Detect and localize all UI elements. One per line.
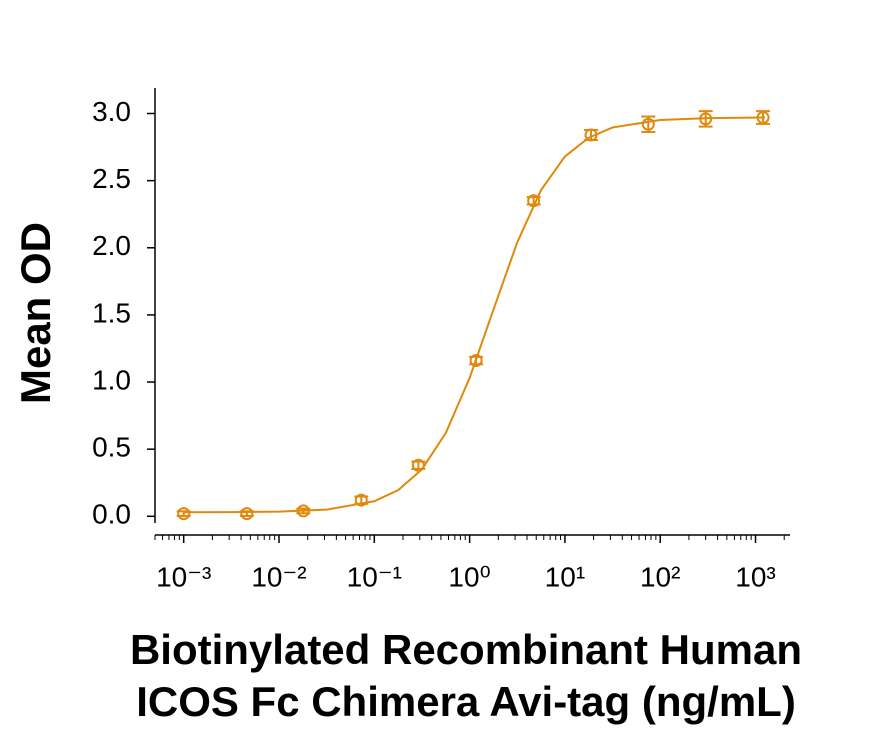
data-point [584,128,598,142]
x-tick-label: 10⁻¹ [347,561,402,592]
y-tick-label: 0.5 [92,432,131,463]
data-point [469,354,483,368]
x-tick-label: 10³ [735,561,775,592]
data-point [411,458,425,472]
y-tick-label: 3.0 [92,96,131,127]
y-tick-label: 0.0 [92,499,131,530]
y-tick-label: 1.5 [92,297,131,328]
fit-curve [183,116,766,514]
data-point [354,493,368,507]
y-axis-title: Mean OD [12,222,59,404]
x-tick-label: 10¹ [545,561,585,592]
y-tick-label: 2.5 [92,163,131,194]
data-point [756,111,770,125]
x-tick-label: 10⁻² [251,561,306,592]
data-point [177,507,191,521]
data-point [641,117,655,131]
y-tick-label: 1.0 [92,364,131,395]
x-tick-label: 10⁰ [448,561,490,592]
data-point [527,194,541,208]
data-point [699,112,713,126]
x-tick-label: 10² [640,561,680,592]
data-point [296,504,310,518]
x-axis-title: ICOS Fc Chimera Avi-tag (ng/mL) [136,678,796,725]
data-point [240,507,254,521]
x-axis-title: Biotinylated Recombinant Human [130,626,802,673]
y-tick-label: 2.0 [92,230,131,261]
x-tick-label: 10⁻³ [156,561,211,592]
